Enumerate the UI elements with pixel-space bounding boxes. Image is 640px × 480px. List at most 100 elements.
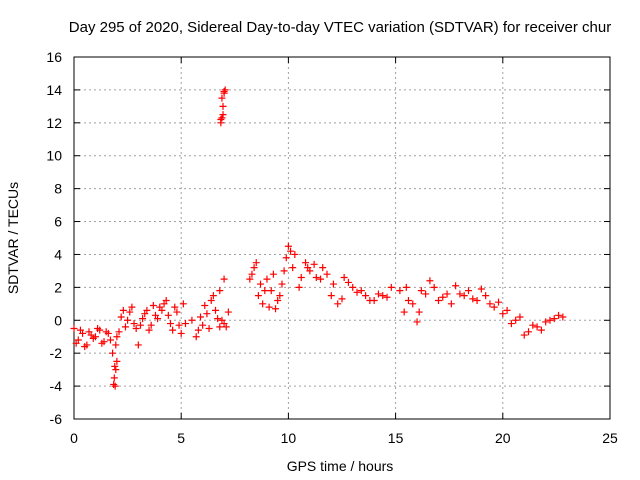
x-tick-label: 20 (495, 430, 511, 446)
y-tick-label: 6 (54, 214, 62, 230)
data-point (329, 280, 337, 288)
data-point (110, 380, 118, 388)
data-point (529, 321, 537, 329)
y-tick-label: 2 (54, 279, 62, 295)
data-point (214, 315, 222, 323)
data-point (70, 325, 78, 332)
data-point (248, 270, 256, 278)
data-point (257, 280, 265, 288)
data-point (525, 328, 533, 336)
data-point (113, 333, 121, 341)
data-point (164, 311, 172, 319)
data-point (482, 292, 490, 300)
data-point (147, 321, 155, 329)
data-point (219, 102, 227, 110)
data-point (132, 325, 140, 332)
data-point (201, 301, 209, 309)
data-point (362, 292, 370, 300)
data-point (158, 306, 166, 314)
data-point (169, 326, 177, 334)
data-point (216, 287, 224, 295)
data-point (119, 306, 127, 314)
y-tick-label: 16 (46, 49, 62, 65)
data-point (327, 292, 335, 300)
data-point (109, 349, 117, 357)
data-point (452, 282, 460, 290)
y-tick-label: 8 (54, 181, 62, 197)
data-point (402, 283, 410, 291)
data-point (72, 339, 80, 347)
data-point (503, 306, 511, 314)
y-tick-label: 4 (54, 246, 62, 262)
data-point (199, 321, 207, 329)
data-point (221, 86, 229, 94)
data-point (310, 260, 318, 268)
data-point (400, 308, 408, 316)
data-point (473, 297, 481, 305)
data-point (319, 264, 327, 272)
data-point (222, 323, 230, 331)
y-tick-labels: -6 -4 -2 0 2 4 6 8 10 12 14 16 (46, 49, 62, 427)
data-point (112, 366, 120, 374)
data-point (261, 287, 269, 295)
data-point (499, 310, 507, 318)
data-point (98, 339, 106, 347)
x-tick-label: 10 (281, 430, 297, 446)
data-point (357, 287, 365, 295)
data-point (469, 295, 477, 303)
data-point (512, 316, 520, 324)
data-point (181, 320, 189, 328)
data-point (205, 325, 213, 332)
data-point (272, 305, 280, 313)
y-tick-label: -2 (50, 345, 63, 361)
grid-lines (74, 57, 610, 419)
data-point (166, 320, 174, 328)
data-point (267, 287, 275, 295)
data-point (289, 264, 297, 272)
data-point (252, 259, 260, 267)
data-point (443, 290, 451, 298)
data-point (246, 275, 254, 283)
data-point (177, 329, 185, 337)
data-point (207, 297, 215, 305)
data-point (334, 300, 342, 308)
data-point (111, 382, 119, 390)
data-point (254, 292, 262, 300)
data-point (89, 334, 97, 342)
data-point (126, 308, 134, 316)
data-point (338, 295, 346, 303)
data-point (162, 297, 170, 305)
x-tick-label: 5 (177, 430, 185, 446)
data-point (276, 292, 284, 300)
data-point (353, 288, 361, 296)
data-point (278, 280, 286, 288)
data-point (192, 333, 200, 341)
data-point (145, 326, 153, 334)
data-point (379, 292, 387, 300)
axis-ticks (73, 56, 611, 420)
data-point (409, 300, 417, 308)
data-point (149, 301, 157, 309)
x-tick-label: 0 (70, 430, 78, 446)
data-point (218, 94, 226, 102)
data-point (76, 326, 84, 334)
y-tick-label: 12 (46, 115, 62, 131)
data-point (340, 273, 348, 281)
x-axis-label: GPS time / hours (287, 458, 394, 474)
y-tick-label: -4 (50, 378, 63, 394)
data-point (112, 341, 120, 349)
data-point (218, 114, 226, 122)
data-point (134, 341, 142, 349)
data-point (194, 326, 202, 334)
x-tick-labels: 0 5 10 15 20 25 (70, 430, 618, 446)
data-point (263, 275, 271, 283)
data-points (70, 86, 567, 390)
data-point (220, 88, 228, 96)
data-point (220, 275, 228, 283)
data-point (477, 285, 485, 293)
data-point (415, 308, 423, 316)
data-point (282, 254, 290, 262)
data-point (274, 297, 282, 305)
data-point (280, 267, 288, 275)
y-tick-label: 10 (46, 148, 62, 164)
